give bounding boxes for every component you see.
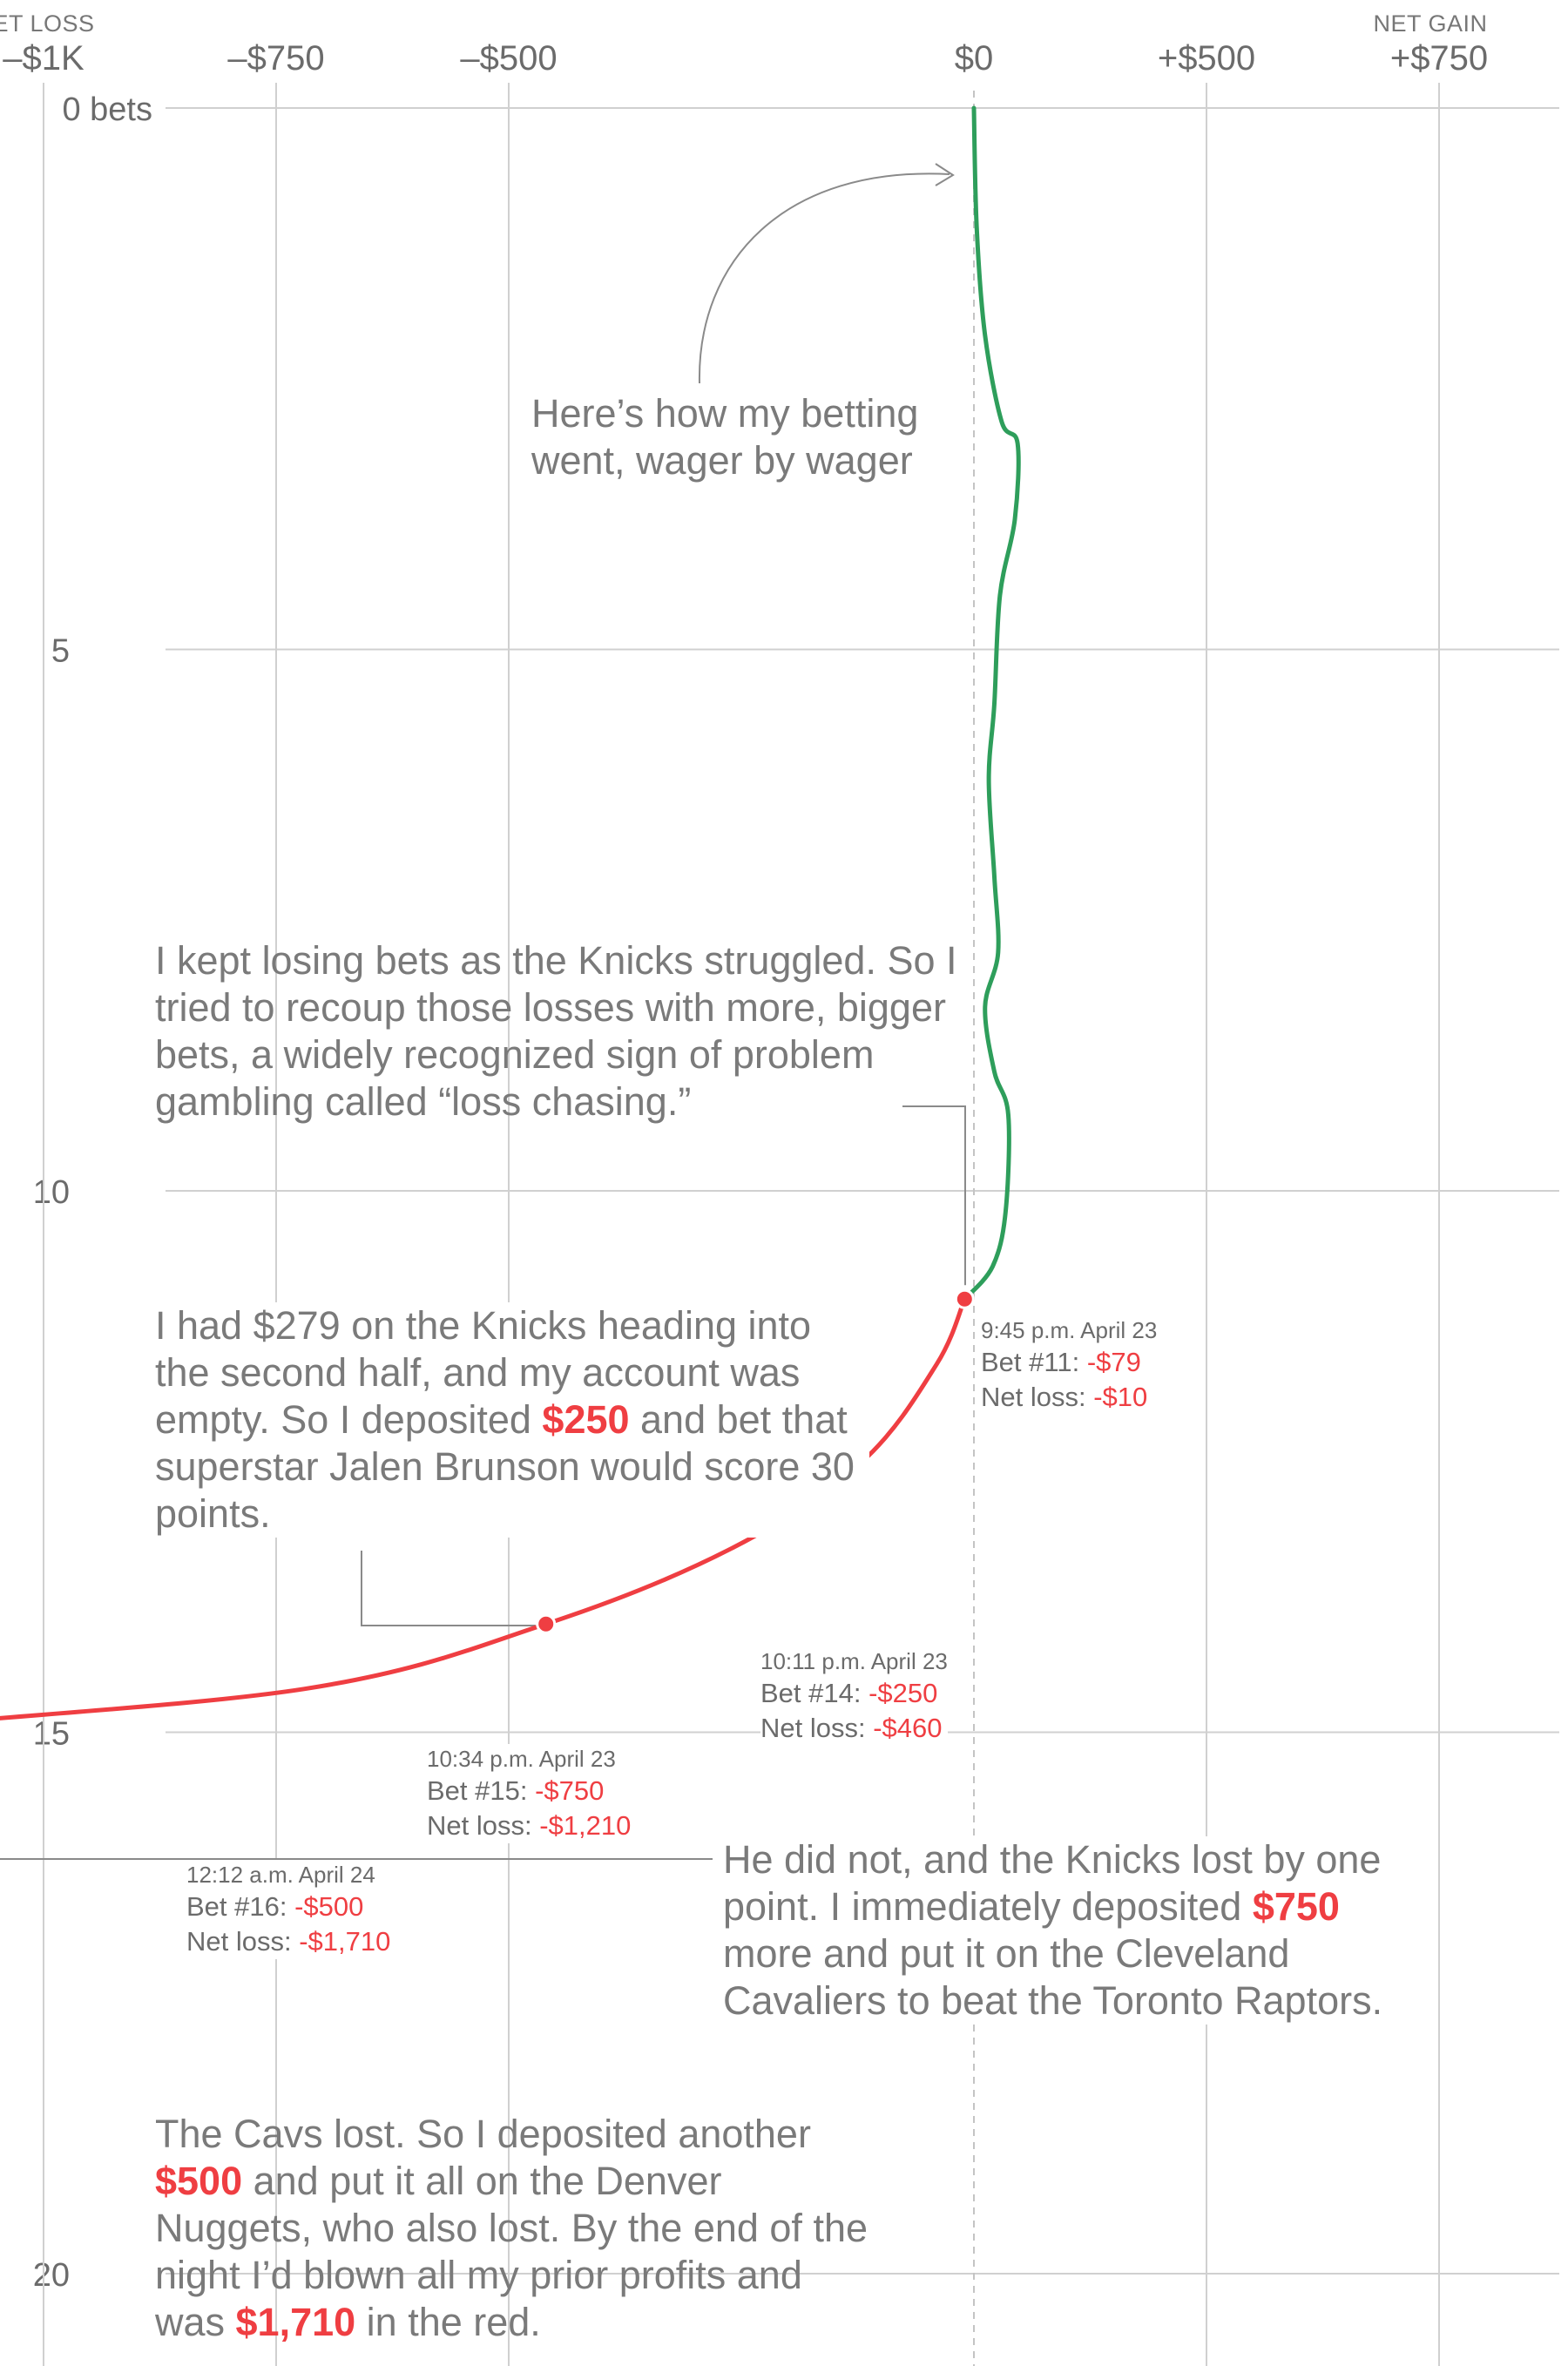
y-tick-label: 10 [33, 1174, 70, 1211]
annotation-brunson-before: I had $279 on the Knicks heading into th… [155, 1303, 812, 1442]
annotation-nuggets-middle: and put it all on the Denver Nuggets, wh… [155, 2159, 868, 2344]
annotation-cavs: He did not, and the Knicks lost by one p… [723, 1836, 1394, 2025]
annotation-loss-chasing: I kept losing bets as the Knicks struggl… [155, 937, 974, 1126]
x-tick-label: –$500 [460, 39, 557, 78]
leader-cavs [0, 1858, 713, 1860]
leader-loss-chasing [902, 1105, 966, 1286]
x-tick-label: $0 [955, 39, 994, 78]
point-label-net-value: -$460 [873, 1713, 943, 1743]
annotation-nuggets: The Cavs lost. So I deposited another $5… [155, 2111, 878, 2346]
point-label-time: 10:11 p.m. April 23 [760, 1648, 948, 1674]
point-label-net: Net loss: [186, 1926, 292, 1957]
point-label-net-value: -$10 [1093, 1382, 1148, 1412]
x-tick-label: +$500 [1158, 39, 1255, 78]
x-tick-label: –$1K [3, 39, 84, 78]
point-label-net: Net loss: [981, 1382, 1086, 1412]
annotation-intro: Here’s how my betting went, wager by wag… [531, 390, 1002, 484]
annotation-loss-chasing-text: I kept losing bets as the Knicks struggl… [155, 938, 957, 1124]
annotation-brunson: I had $279 on the Knicks heading into th… [155, 1302, 869, 1538]
point-label-net: Net loss: [427, 1810, 532, 1841]
annotation-cavs-after: more and put it on the Cleveland Cavalie… [723, 1931, 1383, 2023]
point-label-bet-16: 12:12 a.m. April 24 Bet #16: -$500 Net l… [186, 1860, 391, 1959]
point-label-net-value: -$1,710 [299, 1926, 391, 1957]
x-tick-caption: NET LOSS [0, 10, 95, 37]
point-label-bet: Bet #16: [186, 1891, 287, 1922]
annotation-nuggets-amount2: $1,710 [235, 2300, 356, 2344]
x-tick-label: –$750 [227, 39, 324, 78]
annotation-cavs-before: He did not, and the Knicks lost by one p… [723, 1837, 1382, 1929]
point-label-net-value: -$1,210 [539, 1810, 632, 1841]
point-label-time: 9:45 p.m. April 23 [981, 1317, 1158, 1343]
x-tick-label: +$750 [1390, 39, 1488, 78]
point-label-time: 10:34 p.m. April 23 [427, 1746, 616, 1772]
y-tick-label: 5 [51, 633, 70, 670]
point-label-bet: Bet #11: [981, 1347, 1080, 1377]
y-tick-label: 15 [33, 1716, 70, 1753]
point-label-bet: Bet #14: [760, 1678, 862, 1708]
annotation-brunson-amount: $250 [542, 1397, 630, 1442]
y-tick-label: 20 [33, 2257, 70, 2294]
y-tick-label: 0 bets [62, 91, 152, 128]
intro-arrow [698, 172, 950, 384]
annotation-brunson-after: and bet that superstar Jalen Brunson wou… [155, 1397, 855, 1536]
annotation-nuggets-amount: $500 [155, 2159, 243, 2203]
data-point-bet-11 [954, 1288, 975, 1309]
intro-arrow-head [935, 163, 955, 186]
annotation-cavs-amount: $750 [1252, 1884, 1340, 1929]
point-label-bet-14: 10:11 p.m. April 23 Bet #14: -$250 Net l… [760, 1646, 948, 1746]
point-label-bet-value: -$250 [868, 1678, 938, 1708]
annotation-nuggets-before: The Cavs lost. So I deposited another [155, 2112, 811, 2156]
point-label-net: Net loss: [760, 1713, 866, 1743]
point-label-bet-value: -$750 [535, 1775, 605, 1806]
point-label-bet: Bet #15: [427, 1775, 528, 1806]
series-line-loss [0, 1296, 967, 1720]
point-label-bet-11: 9:45 p.m. April 23 Bet #11: -$79 Net los… [981, 1315, 1158, 1415]
x-tick-caption: NET GAIN [1373, 10, 1487, 37]
point-label-bet-value: -$500 [294, 1891, 364, 1922]
point-label-bet-15: 10:34 p.m. April 23 Bet #15: -$750 Net l… [427, 1744, 632, 1843]
point-label-time: 12:12 a.m. April 24 [186, 1862, 375, 1888]
annotation-intro-text: Here’s how my betting went, wager by wag… [531, 391, 919, 483]
annotation-nuggets-after: in the red. [355, 2300, 541, 2344]
series-line-gain [962, 105, 1021, 1301]
data-point-bet-14 [536, 1613, 557, 1634]
leader-brunson [361, 1551, 536, 1626]
point-label-bet-value: -$79 [1086, 1347, 1141, 1377]
